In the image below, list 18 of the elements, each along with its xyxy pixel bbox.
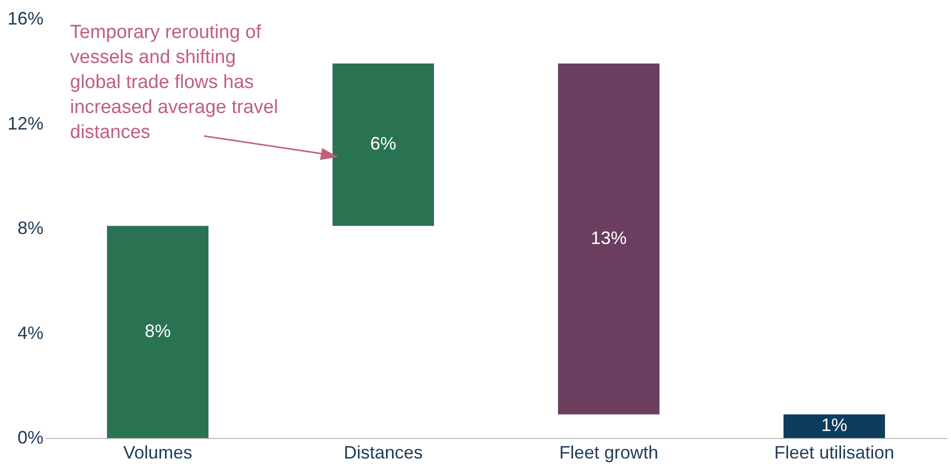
data-label: 6% [370, 134, 396, 154]
y-tick-label: 0% [17, 428, 44, 448]
y-tick-label: 4% [17, 322, 44, 343]
y-tick-label: 8% [17, 218, 44, 238]
data-label: 13% [590, 228, 627, 248]
data-label: 8% [144, 320, 171, 341]
x-tick-label: Fleet growth [559, 442, 658, 462]
x-tick-label: Volumes [123, 442, 192, 462]
annotation: Temporary rerouting of vessels and shifting global trade flows has increased average travel distances [70, 22, 278, 143]
y-tick-label: 12% [7, 113, 44, 134]
bar [107, 226, 208, 438]
data-label: 1% [821, 415, 848, 436]
bar [784, 414, 885, 438]
y-tick-label: 16% [7, 8, 44, 28]
bar [558, 64, 660, 414]
x-tick-label: Fleet utilisation [774, 442, 894, 462]
bar [332, 64, 434, 226]
x-tick-label: Distances [344, 442, 423, 462]
